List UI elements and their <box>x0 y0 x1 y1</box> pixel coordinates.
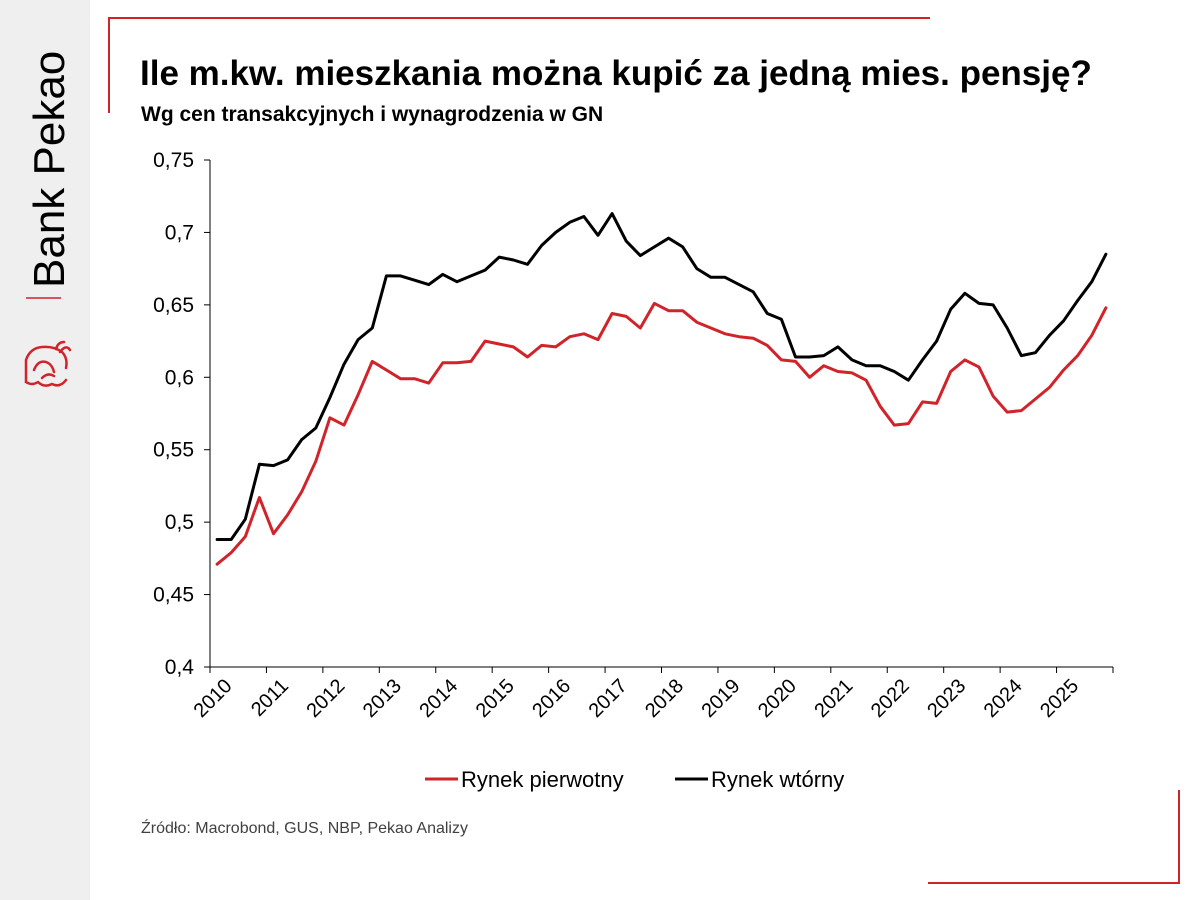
chart-series <box>215 212 1108 566</box>
x-tick-label: 2010 <box>190 675 237 722</box>
x-tick-label: 2014 <box>415 675 462 722</box>
x-tick-label: 2016 <box>528 675 575 722</box>
y-tick-label: 0,7 <box>165 221 194 244</box>
x-tick-label: 2023 <box>923 675 970 722</box>
legend-label: Rynek wtórny <box>711 767 844 792</box>
y-tick-label: 0,55 <box>153 439 194 462</box>
x-tick-label: 2022 <box>867 675 914 722</box>
x-tick-label: 2013 <box>359 675 406 722</box>
sidebar <box>0 0 90 900</box>
frame-line-right <box>1178 790 1180 884</box>
chart-axes <box>204 159 1114 673</box>
y-axis-labels: 0,4 0,45 0,5 0,55 0,6 0,65 0,7 0,75 <box>153 149 194 679</box>
x-tick-label: 2012 <box>302 675 349 722</box>
bank-pekao-logo: Bank Pekao <box>24 51 74 387</box>
x-tick-label: 2021 <box>810 675 857 722</box>
x-tick-label: 2017 <box>585 675 632 722</box>
x-tick-label: 2025 <box>1036 675 1083 722</box>
x-tick-label: 2019 <box>698 675 745 722</box>
frame-line-top <box>108 17 930 19</box>
chart-title: Ile m.kw. mieszkania można kupić za jedn… <box>140 54 1092 93</box>
frame-line-left <box>108 17 110 113</box>
x-axis-labels: 2010 2011 2012 2013 2014 2015 2016 2017 2018 2019… <box>190 675 1084 722</box>
x-tick-label: 2020 <box>754 675 801 722</box>
logo-wordmark: Bank Pekao <box>25 51 74 288</box>
x-tick-label: 2015 <box>472 675 519 722</box>
x-tick-label: 2011 <box>247 675 293 721</box>
chart-legend: Rynek pierwotny Rynek wtórny <box>425 767 844 792</box>
y-tick-label: 0,65 <box>153 294 194 317</box>
series-line-rynek-pierwotny <box>215 301 1108 566</box>
y-tick-label: 0,4 <box>165 656 195 679</box>
x-tick-label: 2024 <box>980 675 1027 722</box>
y-tick-label: 0,45 <box>153 584 194 607</box>
chart-subtitle: Wg cen transakcyjnych i wynagrodzenia w … <box>141 103 604 126</box>
y-tick-label: 0,6 <box>165 366 194 389</box>
series-line-rynek-wtorny <box>215 212 1108 541</box>
source-note: Źródło: Macrobond, GUS, NBP, Pekao Anali… <box>141 820 468 837</box>
legend-label: Rynek pierwotny <box>461 767 624 792</box>
line-chart: 0,40,450,50,550,60,650,70,75 2010 2011 201… <box>153 149 1114 792</box>
frame-line-bottom <box>928 882 1180 884</box>
x-tick-label: 2018 <box>641 675 688 722</box>
bison-emblem-icon <box>24 340 72 387</box>
y-tick-label: 0,5 <box>165 511 194 534</box>
y-tick-label: 0,75 <box>153 149 194 172</box>
